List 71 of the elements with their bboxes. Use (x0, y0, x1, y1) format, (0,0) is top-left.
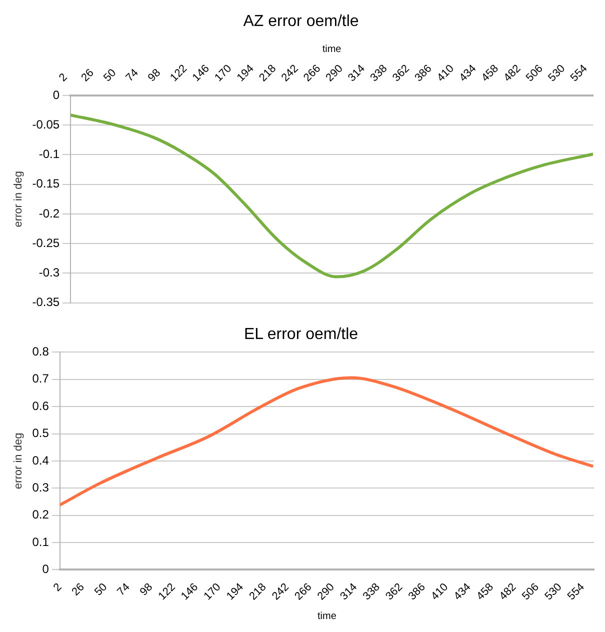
x-tick-label: 74 (115, 581, 132, 598)
y-tick-label: 0.6 (32, 398, 50, 413)
x-tick-label: 410 (434, 62, 456, 84)
x-tick-label: 218 (257, 62, 279, 84)
x-tick-label: 266 (292, 581, 314, 603)
x-tick-label: 338 (368, 62, 390, 84)
chart-title: AZ error oem/tle (243, 13, 359, 30)
y-tick-label: 0 (52, 88, 60, 102)
x-tick-label: 218 (247, 581, 269, 603)
x-tick-label: 98 (138, 581, 156, 598)
x-tick-label: 482 (502, 62, 524, 84)
x-tick-label: 266 (302, 62, 324, 84)
x-tick-label: 458 (479, 62, 501, 84)
x-tick-label: 194 (224, 581, 246, 603)
x-tick-label: 362 (384, 581, 406, 603)
x-tick-label: 338 (360, 581, 382, 603)
x-tick-label: 554 (565, 581, 587, 603)
x-tick-label: 386 (412, 62, 434, 84)
x-tick-label: 50 (92, 581, 110, 598)
y-tick-label: -0.05 (32, 117, 60, 132)
y-tick-label: -0.3 (38, 266, 60, 280)
x-tick-label: 74 (124, 66, 141, 84)
x-axis-title: time (322, 44, 342, 55)
y-tick-label: -0.35 (32, 295, 60, 310)
y-tick-label: 0.1 (32, 534, 50, 549)
x-axis-title: time (317, 610, 337, 622)
x-tick-label: 170 (202, 581, 224, 603)
x-tick-label: 242 (270, 581, 292, 603)
x-tick-label: 122 (168, 62, 190, 84)
x-tick-label: 314 (338, 581, 360, 603)
x-tick-label: 170 (212, 62, 234, 84)
x-tick-label: 194 (234, 62, 256, 84)
x-tick-label: 506 (520, 581, 542, 603)
x-tick-label: 290 (315, 581, 337, 603)
y-tick-label: -0.25 (32, 236, 60, 250)
y-tick-label: 0.3 (32, 480, 50, 494)
x-tick-label: 26 (79, 66, 96, 84)
x-tick-label: 434 (452, 581, 474, 603)
y-tick-label: 0.2 (32, 508, 50, 522)
x-tick-label: 50 (101, 66, 119, 84)
x-tick-label: 2 (51, 581, 64, 594)
x-tick-label: 314 (346, 62, 368, 84)
y-axis-title: error in deg (12, 171, 25, 228)
x-tick-label: 482 (497, 581, 519, 603)
x-tick-label: 290 (324, 62, 346, 84)
chart-title: EL error oem/tle (244, 326, 358, 344)
x-tick-label: 530 (542, 581, 564, 603)
x-tick-label: 122 (156, 581, 178, 603)
x-tick-label: 26 (70, 581, 87, 598)
x-tick-label: 242 (279, 62, 301, 84)
x-tick-label: 2 (56, 71, 70, 84)
x-tick-label: 386 (406, 581, 428, 603)
y-tick-label: 0 (42, 562, 50, 576)
x-tick-label: 146 (190, 62, 212, 84)
x-tick-label: 554 (568, 62, 590, 84)
y-tick-label: -0.15 (32, 176, 60, 191)
y-tick-label: 0.4 (32, 453, 50, 468)
y-tick-label: -0.1 (38, 147, 60, 162)
x-tick-label: 146 (179, 581, 201, 603)
x-tick-label: 530 (546, 62, 568, 84)
y-axis-title: error in deg (12, 432, 25, 490)
x-tick-label: 506 (524, 62, 546, 84)
y-tick-label: 0.8 (32, 344, 50, 359)
x-tick-label: 98 (146, 66, 164, 84)
x-tick-label: 458 (474, 581, 496, 603)
y-tick-label: 0.5 (32, 426, 50, 440)
y-tick-label: -0.2 (38, 206, 60, 220)
x-tick-label: 362 (390, 62, 412, 84)
x-tick-label: 410 (429, 581, 451, 603)
y-tick-label: 0.7 (32, 372, 50, 386)
x-tick-label: 434 (457, 62, 479, 84)
